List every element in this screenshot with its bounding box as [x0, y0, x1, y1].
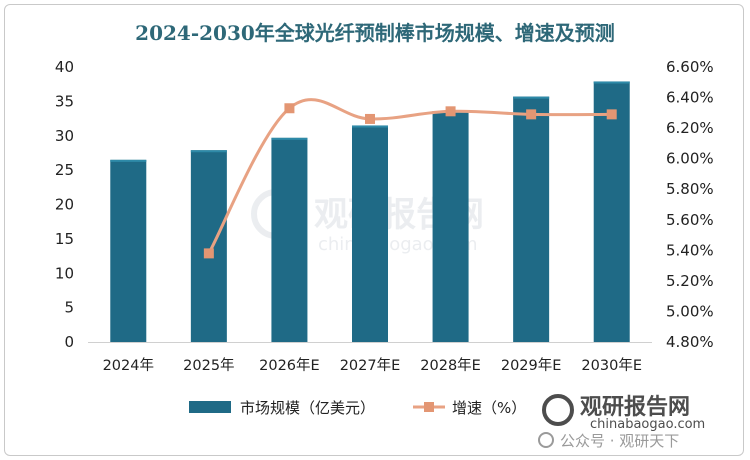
y-left-tick-label: 15	[55, 230, 74, 248]
chart-title: 2024-2030年全球光纤预制棒市场规模、增速及预测	[135, 21, 615, 45]
x-tick-label: 2028年E	[420, 357, 481, 374]
watermark-corner-cn: 观研报告网	[580, 395, 690, 420]
growth-point	[365, 113, 375, 124]
growth-point	[203, 248, 214, 259]
y-right-tick-label: 5.60%	[666, 211, 714, 229]
bar	[513, 96, 550, 342]
y-left-tick-label: 0	[64, 333, 74, 351]
y-right-tick-label: 6.00%	[666, 150, 714, 168]
y-right-tick-label: 5.00%	[666, 302, 714, 320]
y-right-tick-label: 4.80%	[666, 333, 714, 351]
y-right-tick-label: 6.20%	[666, 119, 714, 137]
y-left-tick-label: 5	[64, 299, 74, 317]
y-left-tick-label: 25	[55, 161, 74, 179]
y-right-tick-label: 5.40%	[666, 241, 714, 259]
x-tick-label: 2027年E	[340, 357, 401, 374]
y-left-tick-label: 40	[55, 58, 74, 76]
bar	[110, 159, 147, 342]
y-left-tick-label: 10	[55, 264, 74, 282]
y-left-tick-label: 20	[55, 196, 74, 214]
watermark-corner: 观研报告网 chinabaogao.com 公众号 · 观研天下	[538, 394, 705, 450]
wechat-icon	[538, 432, 554, 448]
watermark-corner-en: chinabaogao.com	[590, 417, 705, 432]
x-tick-label: 2025年	[183, 357, 234, 374]
watermark-corner-logo-icon	[542, 394, 574, 426]
x-tick-label: 2026年E	[259, 357, 320, 374]
legend-bar-label: 市场规模（亿美元）	[240, 399, 375, 417]
growth-point	[445, 106, 456, 117]
bar	[352, 125, 388, 342]
growth-point	[284, 103, 295, 114]
y-right-tick-label: 6.60%	[666, 58, 714, 76]
bar	[190, 150, 227, 342]
bar	[432, 111, 469, 342]
legend-line-label: 增速（%）	[452, 399, 526, 417]
y-right-tick-label: 5.80%	[666, 180, 714, 198]
y-left-tick-label: 35	[55, 92, 74, 110]
y-left-tick-label: 30	[55, 127, 74, 145]
legend-line-marker	[424, 402, 434, 412]
watermark-wechat: 公众号 · 观研天下	[560, 432, 679, 450]
x-tick-label: 2029年E	[501, 357, 562, 374]
y-right-tick-label: 5.20%	[666, 272, 714, 290]
x-tick-label: 2030年E	[581, 357, 642, 374]
growth-point	[606, 109, 617, 120]
x-tick-label: 2024年	[103, 357, 154, 374]
y-right-tick-label: 6.40%	[666, 89, 714, 107]
legend-bar-swatch	[189, 401, 231, 413]
bar	[593, 81, 630, 342]
growth-point	[526, 109, 537, 120]
bar	[271, 137, 308, 342]
